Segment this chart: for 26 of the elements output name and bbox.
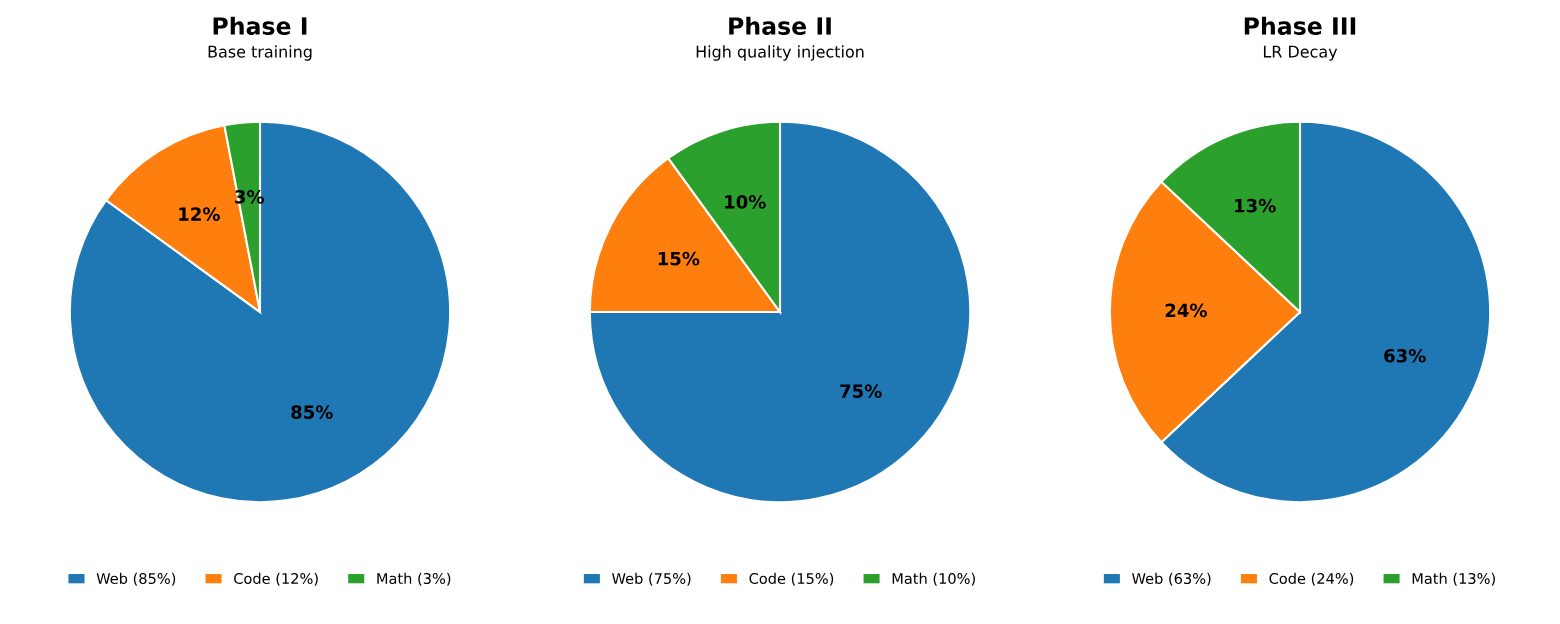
- chart-title: Phase II: [729, 16, 831, 35]
- data-label: 13%: [1235, 198, 1276, 213]
- legend-label: Web (75%): [612, 572, 691, 586]
- legend-label: Math (10%): [892, 572, 975, 586]
- data-label: 63%: [1384, 348, 1426, 363]
- pie-slice: [588, 120, 972, 504]
- legend-label: Code (15%): [749, 572, 834, 586]
- data-label: 12%: [179, 207, 220, 221]
- data-label: 10%: [725, 195, 766, 209]
- pie-slice: [105, 124, 262, 314]
- chart-subtitle: Base training: [208, 45, 312, 61]
- chart-title: Phase I: [213, 16, 307, 35]
- data-label: 85%: [291, 405, 333, 419]
- legend-label: Web (85%): [96, 572, 176, 586]
- data-label: 15%: [658, 251, 700, 266]
- legend-label: Code (12%): [234, 572, 318, 586]
- pie-slice: [68, 120, 452, 504]
- data-label: 24%: [1165, 303, 1207, 318]
- chart-title: Phase III: [1244, 16, 1356, 35]
- legend-label: Math (3%): [377, 572, 451, 586]
- legend-label: Web (63%): [1132, 572, 1211, 586]
- chart-subtitle: LR Decay: [1263, 45, 1338, 61]
- legend-label: Code (24%): [1269, 572, 1354, 586]
- legend-label: Math (13%): [1412, 572, 1495, 586]
- data-label: 75%: [840, 384, 882, 398]
- chart-subtitle: High quality injection: [696, 45, 864, 61]
